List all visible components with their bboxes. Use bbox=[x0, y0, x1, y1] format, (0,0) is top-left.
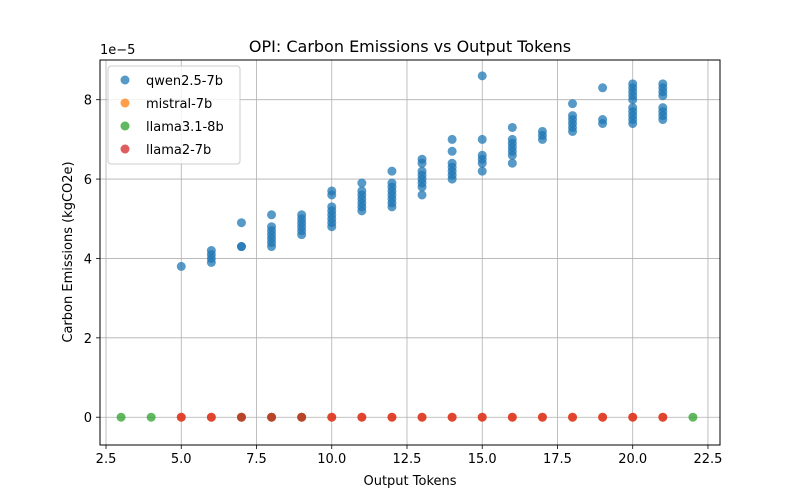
data-point bbox=[507, 412, 517, 422]
x-tick-label: 5.0 bbox=[171, 452, 192, 467]
legend-box bbox=[107, 65, 241, 165]
series-llama2-7b bbox=[176, 412, 668, 422]
data-point bbox=[477, 412, 487, 422]
x-axis-label: Output Tokens bbox=[363, 474, 456, 489]
data-point bbox=[568, 412, 578, 422]
x-tick-label: 2.5 bbox=[96, 452, 117, 467]
data-point bbox=[267, 210, 277, 220]
data-point bbox=[568, 99, 578, 109]
legend-label: llama2-7b bbox=[146, 143, 211, 158]
data-point bbox=[628, 79, 638, 89]
legend-label: llama3.1-8b bbox=[146, 120, 224, 135]
data-point bbox=[387, 178, 397, 188]
data-point bbox=[357, 178, 367, 188]
data-point bbox=[447, 146, 457, 156]
data-point bbox=[116, 412, 126, 422]
y-tick-label: 0 bbox=[84, 411, 92, 426]
legend-label: mistral-7b bbox=[146, 97, 212, 112]
data-point bbox=[387, 412, 397, 422]
x-axis-ticks: 2.5 5.0 7.5 10.0 12.5 15.0 17.5 20.0 22.5 bbox=[96, 445, 722, 467]
data-point bbox=[598, 83, 608, 93]
legend: qwen2.5-7b mistral-7b llama3.1-8b llama2-7b bbox=[107, 65, 241, 165]
data-point bbox=[658, 412, 668, 422]
legend-marker bbox=[120, 144, 130, 154]
y-axis-label: Carbon Emissions (kgCO2e) bbox=[61, 161, 76, 342]
data-point bbox=[658, 79, 668, 89]
x-tick-label: 10.0 bbox=[317, 452, 346, 467]
data-point bbox=[297, 210, 307, 220]
data-point bbox=[327, 202, 337, 212]
x-tick-label: 17.5 bbox=[543, 452, 572, 467]
data-point bbox=[477, 150, 487, 160]
data-point bbox=[447, 134, 457, 144]
data-point bbox=[507, 122, 517, 132]
legend-label: qwen2.5-7b bbox=[146, 74, 223, 89]
x-tick-label: 12.5 bbox=[393, 452, 422, 467]
data-point bbox=[327, 412, 337, 422]
data-point bbox=[206, 412, 216, 422]
data-point bbox=[297, 412, 307, 422]
data-points bbox=[116, 71, 698, 422]
x-tick-label: 7.5 bbox=[246, 452, 267, 467]
y-tick-label: 2 bbox=[84, 332, 92, 347]
data-point bbox=[206, 246, 216, 256]
data-point bbox=[417, 190, 427, 200]
data-point bbox=[507, 158, 517, 168]
data-point bbox=[267, 412, 277, 422]
data-point bbox=[236, 218, 246, 228]
data-point bbox=[658, 103, 668, 113]
x-tick-label: 15.0 bbox=[468, 452, 497, 467]
x-tick-label: 22.5 bbox=[693, 452, 722, 467]
y-tick-label: 8 bbox=[84, 94, 92, 109]
data-point bbox=[236, 242, 246, 252]
series-qwen2.5-7b bbox=[176, 71, 668, 271]
data-point bbox=[568, 111, 578, 121]
x-tick-label: 20.0 bbox=[618, 452, 647, 467]
data-point bbox=[628, 103, 638, 113]
y-tick-label: 4 bbox=[84, 252, 92, 267]
data-point bbox=[598, 115, 608, 125]
plot-frame bbox=[99, 59, 721, 446]
data-point bbox=[146, 412, 156, 422]
data-point bbox=[447, 412, 457, 422]
data-point bbox=[628, 412, 638, 422]
data-point bbox=[537, 126, 547, 136]
legend-marker bbox=[120, 75, 130, 85]
data-point bbox=[477, 166, 487, 176]
data-point bbox=[417, 154, 427, 164]
y-offset-label: 1e−5 bbox=[100, 43, 135, 58]
data-point bbox=[417, 412, 427, 422]
data-point bbox=[477, 134, 487, 144]
legend-marker bbox=[120, 121, 130, 131]
data-point bbox=[598, 412, 608, 422]
data-point bbox=[176, 261, 186, 271]
y-tick-label: 6 bbox=[84, 173, 92, 188]
data-point bbox=[477, 71, 487, 81]
data-point bbox=[688, 412, 698, 422]
data-point bbox=[267, 222, 277, 232]
y-axis-ticks: 0 2 4 6 8 bbox=[84, 94, 100, 426]
data-point bbox=[357, 186, 367, 196]
legend-marker bbox=[120, 98, 130, 108]
data-point bbox=[417, 166, 427, 176]
data-point bbox=[236, 412, 246, 422]
data-point bbox=[447, 158, 457, 168]
data-point bbox=[327, 186, 337, 196]
data-point bbox=[387, 166, 397, 176]
data-point bbox=[357, 412, 367, 422]
data-point bbox=[507, 134, 517, 144]
data-point bbox=[176, 412, 186, 422]
data-point bbox=[537, 412, 547, 422]
chart-title: OPI: Carbon Emissions vs Output Tokens bbox=[249, 37, 571, 56]
